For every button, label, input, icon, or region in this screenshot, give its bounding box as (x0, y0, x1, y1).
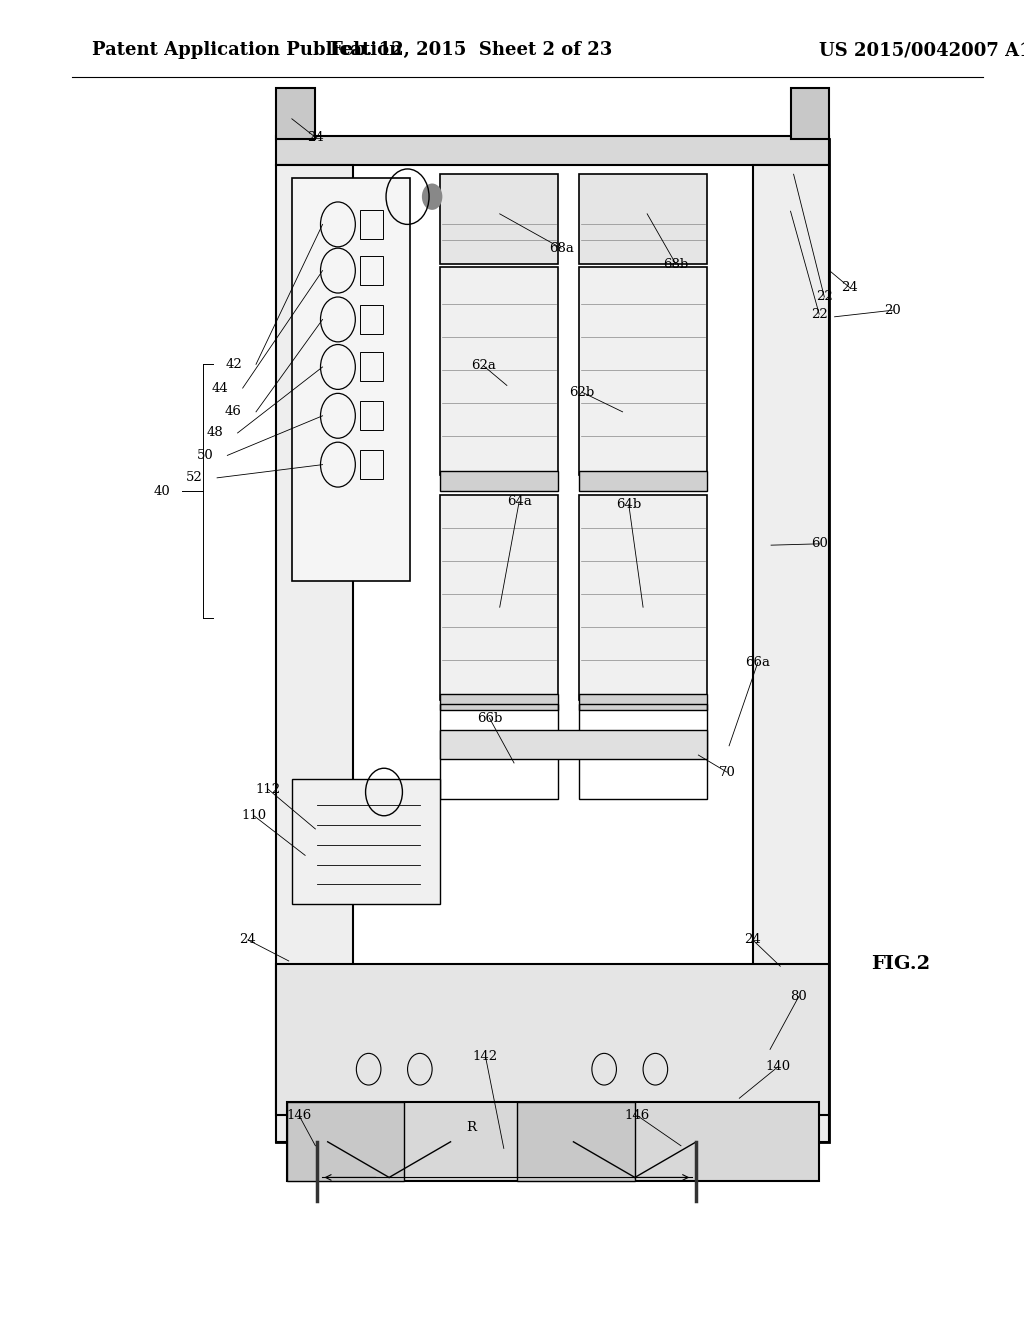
Bar (292, 779, 440, 904)
Text: 110: 110 (242, 809, 266, 822)
Bar (276, 136, 829, 165)
Text: 24: 24 (240, 933, 256, 946)
Text: 24: 24 (744, 933, 761, 946)
Text: 68b: 68b (664, 257, 688, 271)
Bar (791, 88, 829, 139)
Text: 70: 70 (719, 766, 735, 779)
Bar (276, 139, 829, 1142)
Text: R: R (466, 1121, 476, 1134)
Text: US 2015/0042007 A1: US 2015/0042007 A1 (819, 41, 1024, 59)
Text: 50: 50 (197, 449, 213, 462)
Bar (276, 88, 315, 139)
Text: 142: 142 (473, 1049, 498, 1063)
Text: 52: 52 (186, 471, 203, 484)
Text: 64a: 64a (507, 495, 531, 508)
Text: 112: 112 (256, 783, 281, 796)
Bar (440, 471, 558, 491)
Text: 146: 146 (625, 1109, 649, 1122)
Text: 80: 80 (791, 990, 807, 1003)
Circle shape (422, 183, 442, 210)
Text: 24: 24 (842, 281, 858, 294)
Bar (440, 495, 558, 700)
Text: Feb. 12, 2015  Sheet 2 of 23: Feb. 12, 2015 Sheet 2 of 23 (330, 41, 612, 59)
Text: 60: 60 (811, 537, 827, 550)
Bar (579, 267, 707, 475)
Text: 66a: 66a (745, 656, 770, 669)
Text: 44: 44 (212, 381, 228, 395)
Text: FIG.2: FIG.2 (871, 954, 931, 973)
Bar (579, 174, 707, 264)
Bar (753, 165, 829, 1142)
Text: 20: 20 (885, 304, 901, 317)
Text: 140: 140 (766, 1060, 791, 1073)
Text: 62a: 62a (471, 359, 496, 372)
Bar (579, 694, 707, 710)
Bar (440, 267, 558, 475)
Bar (517, 1102, 635, 1181)
Bar (360, 210, 383, 239)
Text: Patent Application Publication: Patent Application Publication (92, 41, 402, 59)
Text: 68a: 68a (549, 242, 573, 255)
Bar (292, 178, 410, 581)
Text: 66b: 66b (477, 711, 502, 725)
Bar (360, 305, 383, 334)
Text: 40: 40 (154, 484, 170, 498)
Bar (579, 495, 707, 700)
Bar (440, 694, 558, 710)
Bar (579, 471, 707, 491)
Bar (287, 1102, 819, 1181)
Bar (276, 964, 829, 1115)
Text: 46: 46 (225, 405, 242, 418)
Text: 42: 42 (225, 358, 242, 371)
Bar (440, 704, 558, 799)
Bar (360, 401, 383, 430)
Text: 24: 24 (307, 131, 324, 144)
Bar (440, 730, 707, 759)
Text: 62b: 62b (569, 385, 594, 399)
Text: 64b: 64b (616, 498, 641, 511)
Text: 48: 48 (207, 426, 223, 440)
Bar (360, 256, 383, 285)
Bar (287, 1102, 404, 1181)
Bar (276, 165, 353, 1142)
Text: 22: 22 (816, 290, 833, 304)
Text: 146: 146 (287, 1109, 311, 1122)
Bar (360, 450, 383, 479)
Bar (440, 174, 558, 264)
Bar (360, 352, 383, 381)
Text: 22: 22 (811, 308, 827, 321)
Bar (579, 704, 707, 799)
